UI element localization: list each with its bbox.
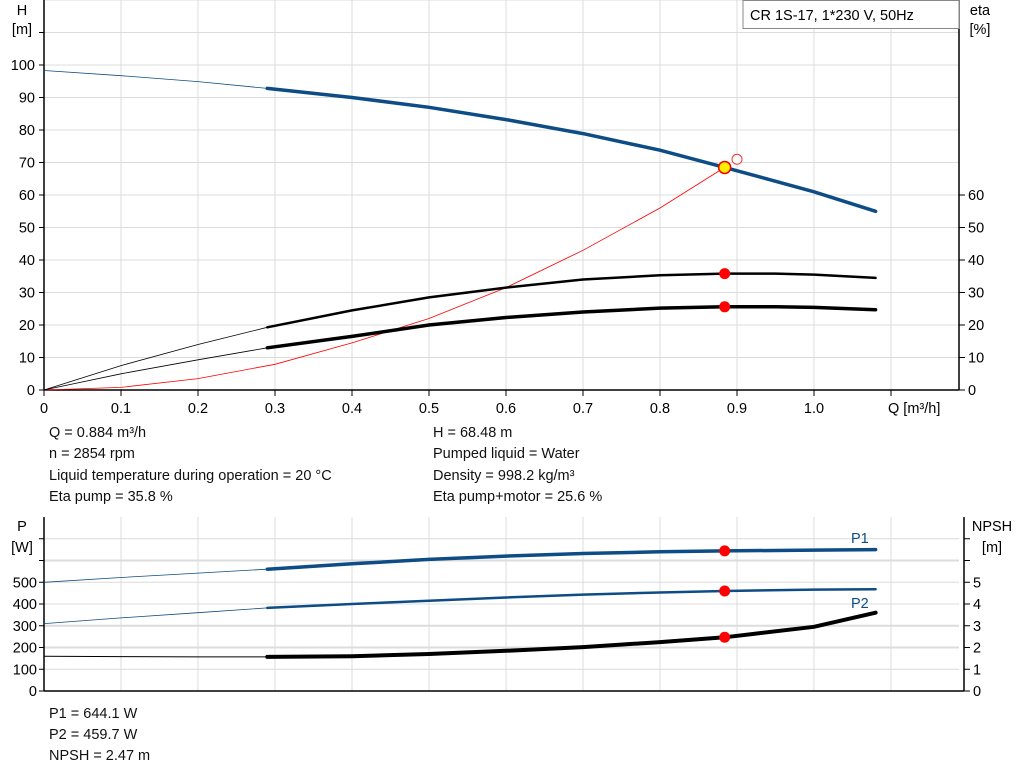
npsh-curve — [265, 610, 878, 659]
p-axis-unit: [W] — [11, 540, 33, 556]
npsh-curve-extrapolated — [43, 655, 268, 658]
eta-pump-motor-point — [719, 301, 731, 313]
operating-point-marker — [717, 160, 732, 175]
q-tick-label: 0.5 — [419, 401, 439, 417]
info-q: Q = 0.884 m³/h — [49, 425, 147, 441]
info-liquid-temp: Liquid temperature during operation = 20… — [49, 468, 332, 484]
title-box — [742, 0, 960, 29]
eta-pump-motor-curve — [265, 305, 878, 350]
p1-curve-extrapolated — [43, 568, 268, 583]
eta-tick-label: 10 — [968, 351, 984, 367]
npsh-axis-label: NPSH — [972, 519, 1012, 535]
eta-tick-label: 50 — [968, 221, 984, 237]
h-tick-label: 50 — [19, 221, 35, 237]
h-tick-label: 10 — [19, 351, 35, 367]
q-tick-label: 0.3 — [265, 401, 285, 417]
eta-pump-curve — [266, 272, 877, 329]
q-tick-label: 0.8 — [650, 401, 670, 417]
npsh-tick-label: 1 — [973, 662, 981, 678]
q-tick-label: 1.0 — [804, 401, 824, 417]
npsh-tick-label: 2 — [973, 641, 981, 657]
info-npsh: NPSH = 2.47 m — [49, 748, 151, 764]
h-axis-unit: [m] — [12, 22, 32, 38]
eta-tick-label: 20 — [968, 318, 984, 334]
q-axis-label: Q [m³/h] — [888, 401, 940, 417]
p1-point — [719, 545, 731, 557]
eta-tick-label: 30 — [968, 286, 984, 302]
npsh-point — [719, 631, 731, 643]
p-tick-label: 0 — [29, 684, 37, 700]
info-eta-pump-motor: Eta pump+motor = 25.6 % — [433, 489, 603, 505]
p1-label: P1 — [851, 531, 869, 547]
p2-label: P2 — [851, 596, 869, 612]
eta-tick-label: 40 — [968, 253, 984, 269]
h-tick-label: 0 — [27, 383, 35, 399]
p-tick-label: 400 — [13, 597, 37, 613]
info-eta-pump: Eta pump = 35.8 % — [49, 489, 173, 505]
info-speed: n = 2854 rpm — [49, 446, 135, 462]
h-axis-label: H — [17, 3, 27, 19]
q-tick-label: 0 — [40, 401, 48, 417]
info-density: Density = 998.2 kg/m³ — [433, 468, 575, 484]
eta-axis-label: eta — [970, 3, 991, 19]
info-p2: P2 = 459.7 W — [49, 727, 138, 743]
q-tick-label: 0.1 — [111, 401, 131, 417]
q-tick-label: 0.7 — [573, 401, 593, 417]
h-tick-label: 80 — [19, 123, 35, 139]
q-tick-label: 0.6 — [496, 401, 516, 417]
p-tick-label: 500 — [13, 575, 37, 591]
info-p1: P1 = 644.1 W — [49, 706, 138, 722]
info-head: H = 68.48 m — [433, 425, 513, 441]
h-tick-label: 30 — [19, 286, 35, 302]
p-tick-label: 100 — [13, 662, 37, 678]
h-tick-label: 60 — [19, 188, 35, 204]
p2-point — [719, 585, 731, 597]
eta-axis-unit: [%] — [970, 22, 991, 38]
q-tick-label: 0.9 — [727, 401, 747, 417]
h-tick-label: 90 — [19, 91, 35, 107]
q-tick-label: 0.2 — [188, 401, 208, 417]
h-curve — [265, 86, 878, 214]
npsh-tick-label: 3 — [973, 619, 981, 635]
h-tick-label: 70 — [19, 156, 35, 172]
p2-curve — [266, 587, 877, 610]
p-tick-label: 300 — [13, 619, 37, 635]
h-tick-label: 40 — [19, 253, 35, 269]
p-axis-label: P — [17, 519, 27, 535]
system-curve — [43, 167, 725, 391]
p-tick-label: 200 — [13, 641, 37, 657]
duty-point-marker — [731, 153, 743, 165]
eta-pump-point — [719, 268, 731, 280]
npsh-axis-unit: [m] — [982, 540, 1002, 556]
eta-pump-motor-curve-extrapolated — [43, 347, 268, 391]
eta-tick-label: 0 — [968, 383, 976, 399]
chart-title: CR 1S-17, 1*230 V, 50Hz — [750, 8, 914, 24]
info-pumped-liquid: Pumped liquid = Water — [433, 446, 580, 462]
h-tick-label: 20 — [19, 318, 35, 334]
h-curve-extrapolated — [43, 70, 268, 89]
p1-curve — [265, 547, 878, 571]
npsh-tick-label: 4 — [973, 597, 981, 613]
q-tick-label: 0.4 — [342, 401, 362, 417]
eta-pump-curve-extrapolated — [43, 326, 268, 391]
npsh-tick-label: 0 — [973, 684, 981, 700]
h-tick-label: 100 — [11, 58, 35, 74]
npsh-tick-label: 5 — [973, 575, 981, 591]
eta-tick-label: 60 — [968, 188, 984, 204]
p2-curve-extrapolated — [43, 607, 268, 624]
